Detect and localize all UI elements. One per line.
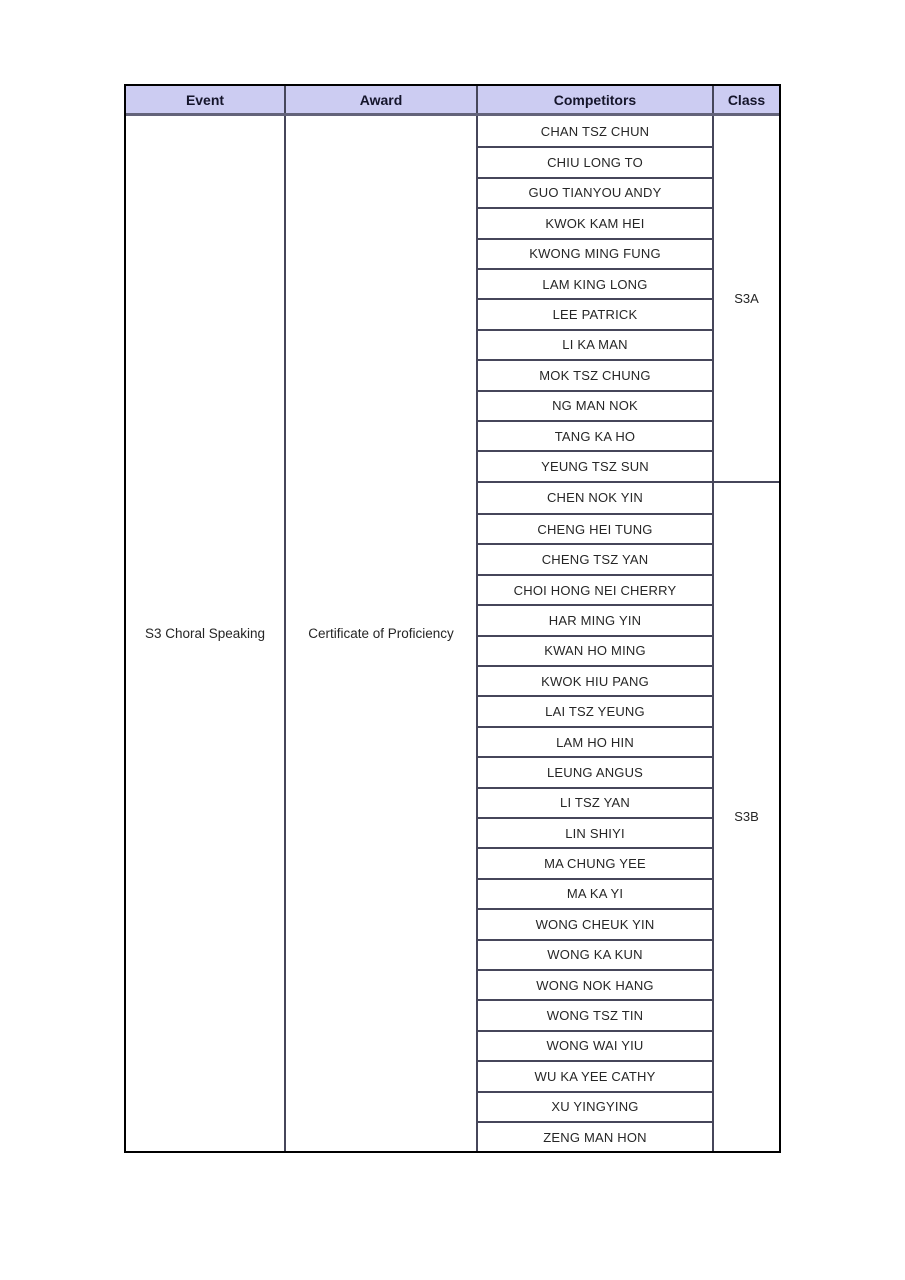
- competitor-cell: KWOK HIU PANG: [478, 665, 712, 695]
- competitor-cell: KWOK KAM HEI: [478, 207, 712, 237]
- competitor-cell: WONG NOK HANG: [478, 968, 712, 999]
- competitors-column: CHEN NOK YIN CHENG HEI TUNG CHENG TSZ YAN C…: [478, 482, 714, 1152]
- competitor-cell: NG MAN NOK: [478, 389, 712, 420]
- table-body: S3 Choral Speaking Certificate of Profic…: [126, 116, 779, 1152]
- header-class: Class: [727, 91, 766, 108]
- award-cell: Certificate of Proficiency: [286, 116, 478, 1152]
- competitor-cell: WONG WAI YIU: [478, 1029, 712, 1060]
- competitor-cell: LAM HO HIN: [478, 725, 712, 756]
- competitor-cell: TANG KA HO: [478, 419, 712, 450]
- class-cell: S3A: [734, 290, 759, 306]
- competitor-cell: XU YINGYING: [478, 1090, 712, 1121]
- competitor-cell: CHAN TSZ CHUN: [540, 123, 650, 139]
- competitor-cell: LIN SHIYI: [478, 816, 712, 847]
- header-event: Event: [126, 86, 286, 113]
- competitor-cell: MA KA YI: [478, 877, 712, 908]
- competitor-cell: CHIU LONG TO: [478, 146, 712, 176]
- competitor-cell: WU KA YEE CATHY: [478, 1060, 712, 1090]
- competitor-cell: CHOI HONG NEI CHERRY: [478, 573, 712, 604]
- competitor-cell: GUO TIANYOU ANDY: [478, 176, 712, 207]
- competitor-cell: CHENG TSZ YAN: [478, 543, 712, 573]
- competitor-cell: LI KA MAN: [478, 328, 712, 359]
- competitor-cell: KWONG MING FUNG: [478, 237, 712, 268]
- header-competitors: Competitors: [478, 86, 714, 113]
- competitor-cell: ZENG MAN HON: [478, 1120, 712, 1151]
- competitors-column: CHAN TSZ CHUN CHIU LONG TO GUO TIANYOU AND…: [478, 116, 714, 481]
- class-group: CHAN TSZ CHUN CHIU LONG TO GUO TIANYOU AND…: [478, 116, 779, 481]
- competitor-cell: LAI TSZ YEUNG: [478, 695, 712, 725]
- competitor-cell: WONG KA KUN: [478, 938, 712, 969]
- competitor-cell: WONG TSZ TIN: [478, 999, 712, 1029]
- competitor-cell: LAM KING LONG: [478, 267, 712, 298]
- competitor-cell: MOK TSZ CHUNG: [478, 359, 712, 389]
- header-award: Award: [286, 86, 478, 113]
- competitor-cell: LI TSZ YAN: [478, 786, 712, 817]
- competitor-cell: KWAN HO MING: [478, 634, 712, 665]
- table-header-row: Event Award Competitors Class: [126, 86, 779, 116]
- class-group: CHEN NOK YIN CHENG HEI TUNG CHENG TSZ YAN C…: [478, 480, 779, 1152]
- class-cell: S3B: [734, 809, 759, 825]
- competitors-class-area: CHAN TSZ CHUN CHIU LONG TO GUO TIANYOU AND…: [478, 116, 779, 1152]
- awards-table: Event Award Competitors Class S3 Choral …: [124, 84, 781, 1154]
- competitor-cell: MA CHUNG YEE: [478, 847, 712, 877]
- competitor-cell: YEUNG TSZ SUN: [478, 450, 712, 480]
- competitor-cell: HAR MING YIN: [478, 604, 712, 634]
- competitor-cell: LEUNG ANGUS: [478, 756, 712, 786]
- competitor-cell: CHEN NOK YIN: [546, 490, 644, 506]
- competitor-cell: LEE PATRICK: [478, 298, 712, 328]
- competitor-cell: WONG CHEUK YIN: [478, 908, 712, 938]
- event-cell: S3 Choral Speaking: [126, 116, 286, 1152]
- competitor-cell: CHENG HEI TUNG: [478, 513, 712, 543]
